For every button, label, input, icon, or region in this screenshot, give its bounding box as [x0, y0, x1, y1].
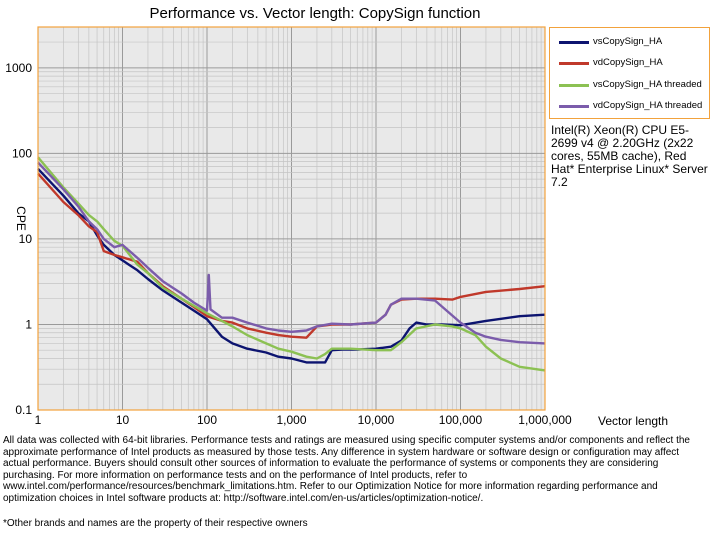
x-tick-label: 100,000	[439, 413, 483, 427]
trademark-footnote: *Other brands and names are the property…	[3, 518, 308, 529]
legend-swatch	[559, 105, 589, 108]
chart-plot: 1 10 100 1,000 10,000 100,000 1,000,0000.11101…	[5, 26, 572, 427]
x-axis-label: Vector length	[598, 414, 669, 428]
legend-item-vs-ha: vsCopySign_HA	[550, 34, 710, 50]
x-tick-label: 1,000,000	[518, 413, 572, 427]
legend-label: vsCopySign_HA threaded	[593, 79, 702, 90]
legend-item-vd-ha-threaded: vdCopySign_HA threaded	[550, 98, 710, 114]
chart-title: Performance vs. Vector length: CopySign …	[149, 5, 481, 22]
legend-item-vd-ha: vdCopySign_HA	[550, 55, 710, 71]
legend-item-vs-ha-threaded: vsCopySign_HA threaded	[550, 77, 710, 93]
x-tick-label: 1	[35, 413, 42, 427]
system-info: Intel(R) Xeon(R) CPU E5-2699 v4 @ 2.20GH…	[551, 123, 708, 189]
legend: vsCopySign_HA vdCopySign_HA vsCopySign_H…	[549, 27, 710, 119]
series-line-vdcopysign-ha-threaded	[37, 161, 546, 345]
y-tick-label: 10	[19, 232, 33, 246]
legend-swatch	[559, 84, 589, 87]
x-tick-label: 10,000	[358, 413, 395, 427]
y-tick-label: 0.1	[15, 403, 32, 417]
series-line-vscopysign-ha-threaded	[37, 156, 546, 372]
y-axis-label: CPE	[14, 206, 28, 231]
legend-label: vdCopySign_HA threaded	[593, 100, 703, 111]
x-tick-label: 1,000	[276, 413, 306, 427]
legend-label: vsCopySign_HA	[593, 36, 663, 47]
y-tick-label: 100	[12, 146, 32, 160]
legend-swatch	[559, 41, 589, 44]
plot-border	[37, 26, 546, 411]
y-tick-label: 1000	[5, 61, 32, 75]
x-tick-label: 100	[197, 413, 217, 427]
legend-swatch	[559, 62, 589, 65]
y-tick-label: 1	[25, 317, 32, 331]
x-tick-label: 10	[116, 413, 130, 427]
disclaimer-text: All data was collected with 64-bit libra…	[3, 435, 690, 504]
legend-label: vdCopySign_HA	[593, 57, 663, 68]
